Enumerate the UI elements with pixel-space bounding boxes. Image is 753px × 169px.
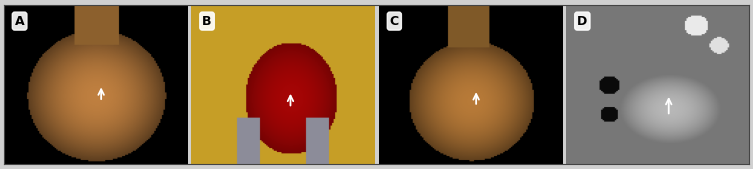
Text: C: C bbox=[390, 15, 399, 28]
Text: A: A bbox=[15, 15, 24, 28]
Text: B: B bbox=[203, 15, 212, 28]
Text: D: D bbox=[578, 15, 587, 28]
